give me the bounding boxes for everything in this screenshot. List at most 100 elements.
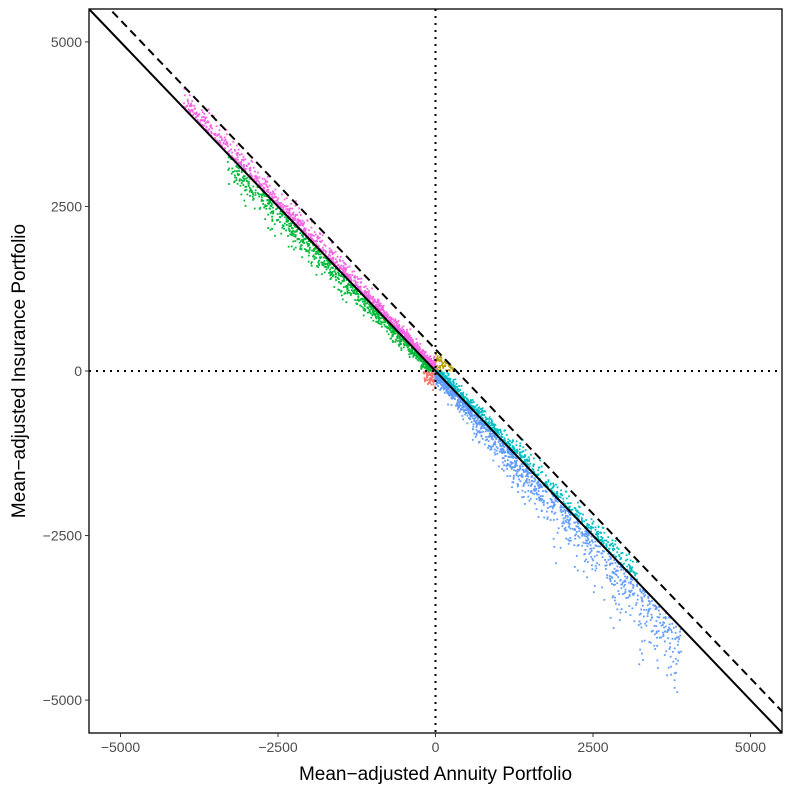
scatter-point [461, 414, 464, 417]
scatter-point [571, 508, 574, 511]
scatter-point [345, 268, 347, 271]
scatter-point [235, 165, 238, 167]
scatter-point [401, 333, 403, 336]
scatter-point [522, 485, 525, 487]
scatter-point [291, 212, 294, 215]
scatter-point [534, 489, 537, 492]
scatter-point [413, 354, 416, 357]
scatter-point [416, 346, 419, 349]
scatter-point [426, 374, 429, 377]
scatter-point [537, 466, 540, 469]
scatter-point [279, 212, 281, 215]
scatter-point [565, 514, 567, 517]
scatter-point [292, 230, 295, 232]
scatter-point [481, 407, 484, 410]
scatter-point [497, 441, 500, 444]
x-axis-title: Mean−adjusted Annuity Portfolio [299, 764, 572, 785]
scatter-point [287, 235, 289, 237]
scatter-point [494, 429, 497, 432]
scatter-point [603, 531, 606, 534]
scatter-point [512, 466, 515, 468]
scatter-point [471, 438, 474, 441]
scatter-point [411, 347, 413, 350]
scatter-point [641, 604, 644, 607]
scatter-point [293, 235, 296, 238]
scatter-point [237, 152, 239, 155]
scatter-point [467, 400, 470, 403]
scatter-point [433, 362, 436, 365]
scatter-point [511, 441, 513, 444]
scatter-point [492, 443, 495, 446]
scatter-point [469, 418, 471, 420]
scatter-point [359, 298, 362, 301]
scatter-point [504, 459, 507, 462]
scatter-point [425, 378, 428, 381]
scatter-point [412, 355, 415, 358]
scatter-point [310, 264, 313, 267]
scatter-point [230, 158, 233, 161]
scatter-point [527, 463, 530, 466]
scatter-point [634, 572, 637, 575]
scatter-point [472, 428, 474, 431]
scatter-point [566, 518, 569, 521]
scatter-point [620, 608, 623, 611]
scatter-point [234, 149, 236, 152]
scatter-point [609, 562, 612, 565]
scatter-point [243, 199, 246, 202]
scatter-point [226, 161, 229, 163]
scatter-point [210, 124, 212, 127]
scatter-point [505, 433, 508, 436]
scatter-point [292, 211, 295, 214]
scatter-point [621, 552, 624, 554]
scatter-point [677, 659, 679, 662]
scatter-point [608, 575, 611, 577]
scatter-point [417, 357, 420, 360]
scatter-point [521, 489, 524, 492]
scatter-point [484, 418, 487, 421]
scatter-point [575, 509, 577, 512]
scatter-point [471, 405, 474, 407]
scatter-point [381, 305, 384, 308]
scatter-point [329, 254, 332, 257]
scatter-point [426, 368, 429, 371]
scatter-point [614, 596, 616, 599]
scatter-point [608, 544, 611, 546]
scatter-point [495, 430, 498, 433]
scatter-point [494, 424, 497, 426]
scatter-point [316, 252, 319, 255]
scatter-point [268, 199, 271, 202]
scatter-point [406, 346, 409, 349]
scatter-point [522, 496, 525, 498]
scatter-point [549, 482, 552, 485]
scatter-point [442, 386, 445, 389]
scatter-point [317, 262, 320, 265]
scatter-point [599, 539, 602, 541]
scatter-point [381, 311, 383, 314]
scatter-point [190, 102, 193, 105]
scatter-point [564, 503, 567, 505]
scatter-point [263, 182, 265, 185]
scatter-point [270, 193, 273, 196]
scatter-point [616, 565, 619, 568]
scatter-point [290, 245, 293, 248]
scatter-point [432, 357, 435, 359]
scatter-point [446, 392, 449, 395]
scatter-point [578, 536, 581, 539]
scatter-point [435, 377, 437, 380]
scatter-point [575, 513, 577, 516]
scatter-point [436, 370, 439, 373]
scatter-point [391, 321, 394, 324]
scatter-point [478, 411, 480, 414]
scatter-point [312, 254, 315, 257]
scatter-point [318, 251, 320, 253]
scatter-point [346, 266, 349, 269]
scatter-point [208, 128, 211, 131]
scatter-point [366, 306, 369, 309]
scatter-point [449, 366, 452, 369]
scatter-point [249, 172, 252, 175]
scatter-point [584, 560, 586, 563]
scatter-point [392, 329, 395, 332]
scatter-point [438, 379, 441, 382]
scatter-point [244, 189, 246, 192]
scatter-point [334, 273, 337, 275]
